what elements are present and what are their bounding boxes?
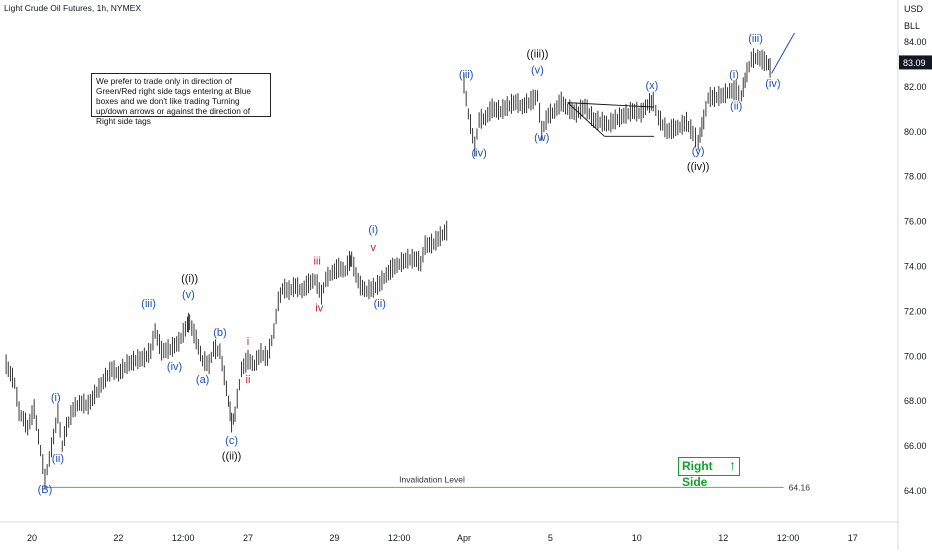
wave-label: (ii) [730,100,742,112]
y-tick-label: 74.00 [904,262,927,272]
triangle-upper [567,102,655,108]
invalidation-label: Invalidation Level [399,474,465,484]
wave-label: ((iv)) [687,161,710,173]
wave-label: (c) [225,435,238,447]
wave-label: (x) [646,80,659,92]
wave-label: (iv) [765,78,780,90]
x-tick-label: 12 [718,533,728,543]
x-tick-label: 12:00 [777,533,800,543]
x-tick-label: 5 [548,533,553,543]
y-tick-label: 70.00 [904,351,927,361]
wave-label: (i) [729,69,739,81]
triangle-left-edge [567,102,605,137]
wave-label: ((i)) [181,273,198,285]
x-tick-label: 29 [329,533,339,543]
wave-label: (y) [692,145,705,157]
wave-label: (v) [182,289,195,301]
x-tick-label: 10 [632,533,642,543]
invalidation-price: 64.16 [789,482,811,492]
wave-label: (iii) [459,69,474,81]
x-tick-label: 20 [27,533,37,543]
trading-note-text: We prefer to trade only in direction of … [96,76,251,126]
wave-label: (iii) [141,298,156,310]
wave-label: iv [315,302,323,314]
projection-line [771,32,795,74]
x-tick-label: 17 [848,533,858,543]
wave-label: (ii) [52,453,64,465]
wave-label: (iv) [167,361,182,373]
y-tick-label: 72.00 [904,306,927,316]
wave-label: (w) [534,132,549,144]
wave-label: (i) [51,392,61,404]
y-tick-label: 64.00 [904,486,927,496]
y-tick-label: 78.00 [904,172,927,182]
wave-label: (i) [368,224,378,236]
y-tick-label: 68.00 [904,396,927,406]
axis-unit: BLL [904,21,920,31]
wave-label: (b) [213,327,226,339]
wave-label: (B) [38,484,53,496]
wave-label: ((ii)) [222,451,242,463]
y-tick-label: 82.00 [904,82,927,92]
wave-label: (v) [531,64,544,76]
last-price-tag [899,55,932,70]
wave-label: (ii) [374,298,386,310]
arrow-up-icon: ↑ [729,457,736,473]
wave-label: iii [313,255,320,267]
x-tick-label: 22 [113,533,123,543]
axis-currency: USD [904,4,924,14]
y-tick-label: 76.00 [904,217,927,227]
x-tick-label: Apr [457,533,471,543]
y-tick-label: 84.00 [904,37,927,47]
wave-label: ((iii)) [526,49,548,61]
wave-label: ii [246,374,251,386]
wave-label: i [247,336,249,348]
wave-label: (iii) [748,33,763,45]
x-tick-label: 12:00 [172,533,195,543]
right-side-tag: Right Side ↑ [678,457,740,489]
x-tick-label: 27 [243,533,253,543]
trading-note: We prefer to trade only in direction of … [91,73,271,126]
last-price-label: 83.09 [903,58,926,68]
wave-label: v [371,242,377,254]
wave-label: (a) [196,374,209,386]
x-tick-label: 12:00 [388,533,411,543]
y-tick-label: 80.00 [904,127,927,137]
right-side-label: Right Side [682,459,713,489]
chart-title: Light Crude Oil Futures, 1h, NYMEX [4,3,142,13]
wave-label: (iv) [471,147,486,159]
y-tick-label: 66.00 [904,441,927,451]
